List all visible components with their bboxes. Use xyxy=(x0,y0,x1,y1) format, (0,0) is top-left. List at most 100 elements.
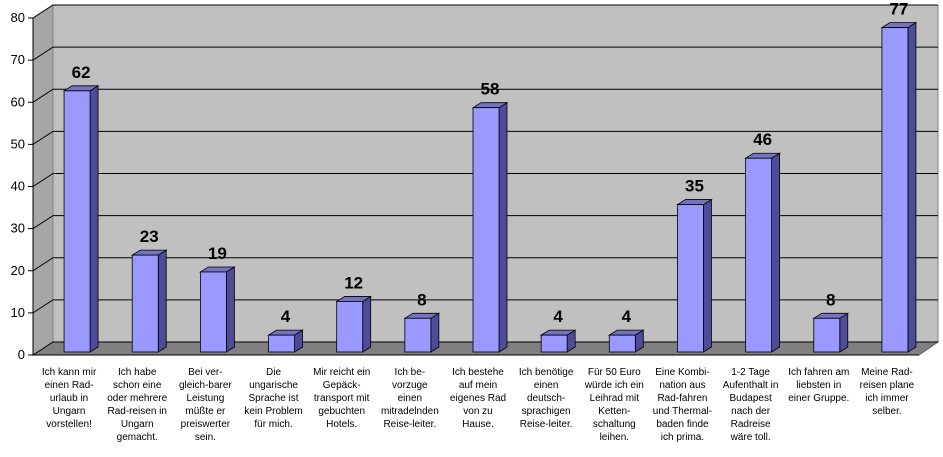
x-category-line: für mich. xyxy=(254,419,293,430)
data-label: 35 xyxy=(685,177,704,196)
y-tick-label: 70 xyxy=(11,52,25,67)
x-category-label: Ich habe schon eine oder mehrere Rad-reisen… xyxy=(104,366,170,444)
x-category-line: Leistung xyxy=(186,393,225,404)
data-labels: 62 23 19 4 12 8 58 4 4 35 46 8 77 xyxy=(72,0,909,326)
y-tick-label: 0 xyxy=(18,347,25,362)
x-category-line: vorstellen! xyxy=(46,419,92,430)
data-label: 62 xyxy=(72,63,91,82)
y-tick-label: 50 xyxy=(11,136,25,151)
x-category-line: kein Problem xyxy=(244,406,303,417)
axes xyxy=(28,17,919,356)
x-category-line: selber. xyxy=(872,406,902,417)
data-label: 58 xyxy=(481,80,500,99)
x-category-line: Ich benötige xyxy=(518,367,574,378)
x-category-line: gemacht. xyxy=(116,432,158,443)
bar-side xyxy=(225,266,235,353)
bar-front xyxy=(881,27,909,353)
x-category-line: auf mein xyxy=(458,380,498,391)
x-category-line: Mir reicht ein xyxy=(313,367,371,378)
x-category-line: eigenes Rad xyxy=(449,393,507,404)
bars xyxy=(62,21,918,353)
x-category-line: leihen. xyxy=(599,432,630,443)
x-category-line: Ich be- xyxy=(394,367,426,378)
data-label: 19 xyxy=(208,244,227,263)
x-category-line: nach der xyxy=(731,406,771,417)
x-category-line: transport mit xyxy=(313,393,370,404)
bar-side xyxy=(362,295,372,353)
x-category-line: liebsten in xyxy=(796,380,842,391)
x-category-label: 1-2 Tage Aufenthalt in Budapest nach der Rad… xyxy=(718,366,784,444)
x-category-line: schon eine xyxy=(113,380,162,391)
x-category-line: einen xyxy=(397,393,423,404)
bar-front xyxy=(131,254,159,353)
x-category-line: wäre toll. xyxy=(730,432,771,443)
x-category-line: ich immer xyxy=(865,393,909,404)
bar-front xyxy=(540,334,568,353)
gridline xyxy=(32,130,938,145)
x-category-line: schaltung xyxy=(592,419,636,430)
bar xyxy=(880,21,918,353)
data-label: 4 xyxy=(553,307,563,326)
x-category-line: oder mehrere xyxy=(107,393,168,404)
x-category-line: Rad-reisen in xyxy=(107,406,167,417)
bar-front xyxy=(336,301,364,353)
x-category-line: Gepäck- xyxy=(322,380,361,391)
gridline xyxy=(32,173,938,187)
x-category-line: Eine Kombi- xyxy=(655,367,710,378)
x-category-line: Hotels. xyxy=(326,419,358,430)
y-tick-label: 80 xyxy=(11,10,25,25)
x-category-line: Bei ver- xyxy=(188,367,223,378)
x-category-line: Ketten- xyxy=(598,406,631,417)
x-category-label: Ich be-vorzuge einen mitradelnden Reise-lei… xyxy=(377,366,443,431)
x-category-label: Die ungarische Sprache ist kein Problem für … xyxy=(241,366,307,431)
bar xyxy=(62,85,100,353)
x-category-line: Budapest xyxy=(729,393,772,404)
bar-side xyxy=(839,312,849,353)
x-category-line: einer Gruppe. xyxy=(788,393,850,404)
x-category-line: baden finde xyxy=(656,419,709,430)
x-category-line: Ich bestehe xyxy=(452,367,504,378)
x-category-line: Radreise xyxy=(730,419,771,430)
x-category-label: Eine Kombi-nation aus Rad-fahren und Therm… xyxy=(649,366,715,444)
bar-front xyxy=(404,317,432,353)
x-category-line: Aufenthalt in xyxy=(722,380,779,391)
x-category-label: Ich benötige einen deutsch-sprachigen Reise… xyxy=(513,366,579,431)
x-category-line: Ich habe xyxy=(118,367,157,378)
y-axis-ticks: 0 10 20 30 40 50 60 70 80 xyxy=(11,10,25,362)
bar xyxy=(267,329,304,353)
x-category-line: Ungarn xyxy=(120,419,154,430)
x-category-line: gleich-barer xyxy=(178,380,232,391)
bar-side xyxy=(907,21,917,353)
bar xyxy=(335,295,373,353)
bar xyxy=(676,198,713,353)
x-category-line: urlaub in xyxy=(49,393,89,404)
x-category-line: Ich kann mir xyxy=(41,367,97,378)
bar-front xyxy=(199,271,227,353)
data-label: 4 xyxy=(281,307,291,326)
x-category-line: vorzuge xyxy=(392,380,428,391)
y-tick-label: 40 xyxy=(11,179,25,194)
bar-front xyxy=(472,107,500,353)
bar-front xyxy=(608,334,636,353)
x-category-line: Für 50 Euro xyxy=(587,367,641,378)
bar-side xyxy=(771,152,781,353)
x-category-line: würde ich ein xyxy=(584,380,644,391)
bar-side xyxy=(498,101,508,353)
x-category-label: Ich bestehe auf mein eigenes Rad von zu Haus… xyxy=(445,366,511,431)
bar xyxy=(130,249,168,353)
x-category-line: preiswerter xyxy=(180,419,231,430)
gridline xyxy=(32,88,938,103)
x-category-line: deutsch- xyxy=(526,393,566,404)
bar xyxy=(403,312,441,353)
x-category-line: ungarische xyxy=(249,380,298,391)
x-category-line: Rad-fahren xyxy=(657,393,708,404)
x-category-line: Reise-leiter. xyxy=(519,419,573,430)
bar xyxy=(198,266,236,353)
x-category-line: 1-2 Tage xyxy=(731,367,770,378)
x-category-line: einen Rad- xyxy=(44,380,94,391)
x-category-line: und Thermal- xyxy=(652,406,713,417)
bar-side xyxy=(89,85,99,353)
gridlines xyxy=(32,4,938,356)
x-category-line: nation aus xyxy=(659,380,706,391)
